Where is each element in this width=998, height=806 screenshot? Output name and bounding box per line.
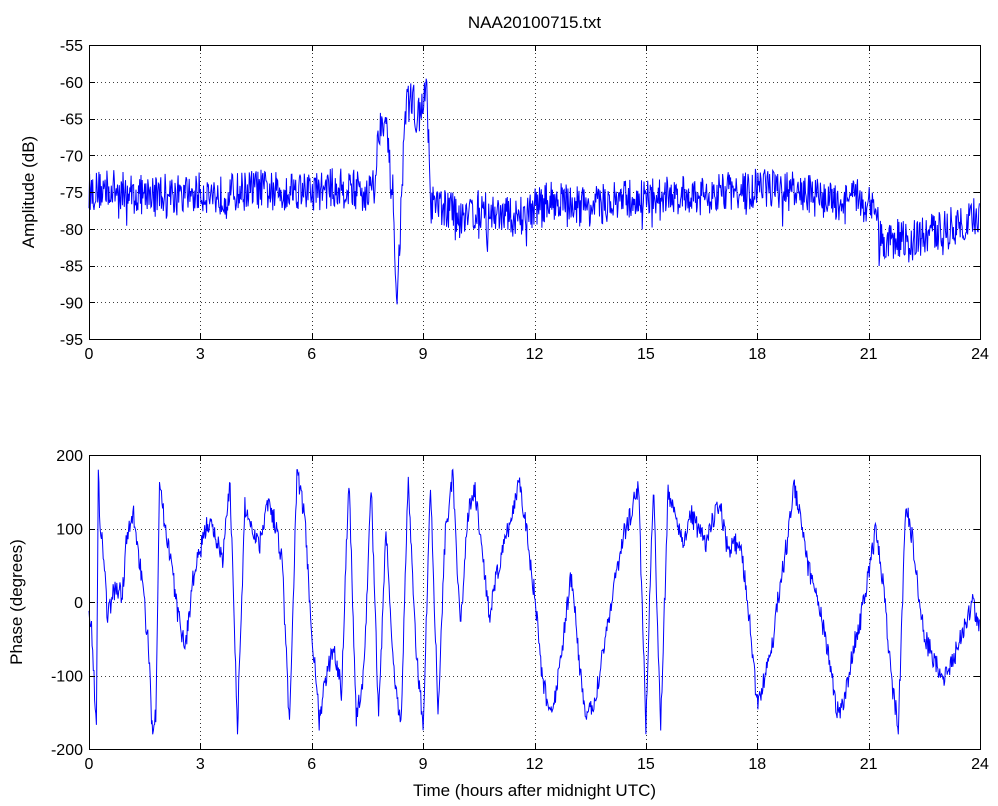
phase-y-axis-label: Phase (degrees) xyxy=(7,539,26,665)
x-tick-label: 3 xyxy=(196,346,205,363)
y-tick-label: 100 xyxy=(56,522,83,539)
x-tick-label: 18 xyxy=(748,346,766,363)
y-tick-label: -90 xyxy=(60,295,83,312)
y-tick-label: -70 xyxy=(60,148,83,165)
x-tick-label: 24 xyxy=(971,346,989,363)
phase-plot: 0 3 6 9 12 15 18 21 24 -200 -100 0 100 200 Time (hour… xyxy=(7,448,989,800)
y-tick-label: -65 xyxy=(60,112,83,129)
y-tick-label: -200 xyxy=(51,742,83,759)
x-tick-label: 15 xyxy=(637,346,655,363)
y-tick-label: -85 xyxy=(60,259,83,276)
amplitude-plot: 0 3 6 9 12 15 18 21 24 -95 -90 -85 -80 -75 -70 -65 -60 -5… xyxy=(19,13,989,363)
y-tick-label: -80 xyxy=(60,222,83,239)
y-tick-label: 0 xyxy=(74,595,83,612)
x-tick-label: 21 xyxy=(860,346,878,363)
y-tick-label: -95 xyxy=(60,332,83,349)
x-tick-label: 24 xyxy=(971,756,989,773)
x-tick-label: 21 xyxy=(860,756,878,773)
y-tick-label: -60 xyxy=(60,75,83,92)
x-tick-label: 15 xyxy=(637,756,655,773)
y-tick-label: 200 xyxy=(56,448,83,465)
phase-x-axis-label: Time (hours after midnight UTC) xyxy=(413,781,656,800)
x-tick-label: 0 xyxy=(85,756,94,773)
amplitude-line xyxy=(88,78,980,305)
x-tick-label: 3 xyxy=(196,756,205,773)
x-tick-label: 9 xyxy=(419,346,428,363)
x-tick-label: 12 xyxy=(526,756,544,773)
phase-plot-area xyxy=(89,455,980,749)
y-tick-label: -75 xyxy=(60,185,83,202)
y-tick-label: -55 xyxy=(60,38,83,55)
x-tick-label: 0 xyxy=(85,346,94,363)
x-tick-label: 6 xyxy=(307,756,316,773)
chart-title: NAA20100715.txt xyxy=(468,13,602,32)
phase-ticks: 0 3 6 9 12 15 18 21 24 -200 -100 0 100 200 xyxy=(51,448,989,773)
phase-line xyxy=(88,468,980,735)
x-tick-label: 9 xyxy=(419,756,428,773)
x-tick-label: 6 xyxy=(307,346,316,363)
amplitude-ticks: 0 3 6 9 12 15 18 21 24 -95 -90 -85 -80 -75 -70 -65 -60 -5… xyxy=(60,38,989,363)
x-tick-label: 18 xyxy=(748,756,766,773)
amplitude-y-axis-label: Amplitude (dB) xyxy=(19,136,38,248)
x-tick-label: 12 xyxy=(526,346,544,363)
y-tick-label: -100 xyxy=(51,669,83,686)
